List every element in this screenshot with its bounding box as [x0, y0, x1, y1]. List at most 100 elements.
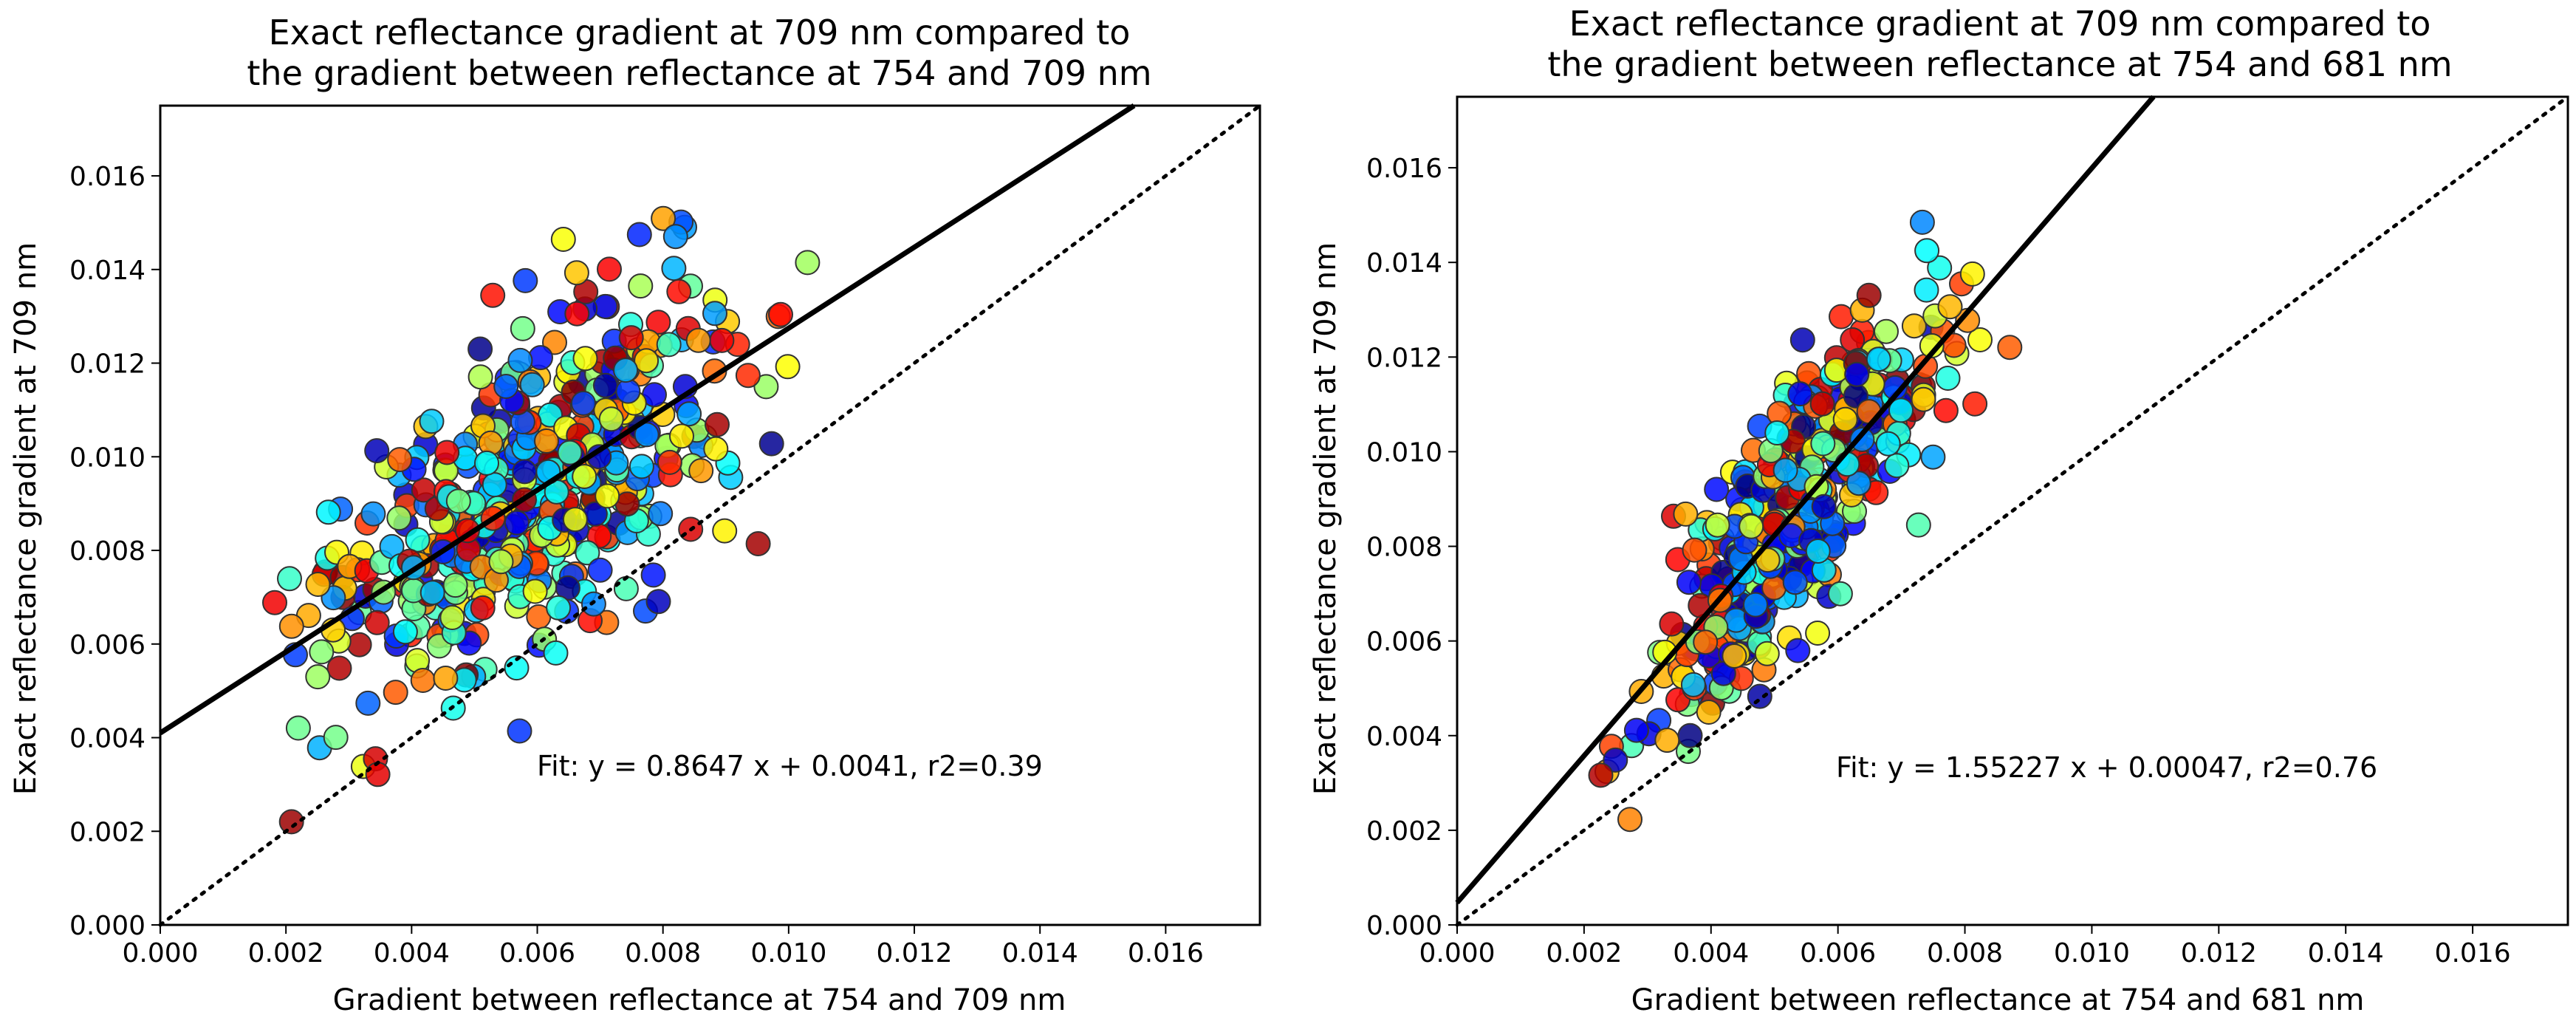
data-point: [661, 256, 687, 281]
data-point: [1967, 327, 1993, 352]
data-point: [1676, 570, 1702, 595]
data-point: [626, 222, 652, 247]
data-point: [656, 332, 682, 358]
data-point: [1772, 457, 1798, 483]
chart-left-reference-line: [158, 103, 1262, 927]
chart-right-y-tick-label: 0.012: [1366, 343, 1442, 373]
chart-left-points: [262, 205, 821, 835]
data-point: [346, 632, 372, 657]
data-point: [1743, 592, 1768, 618]
data-point: [613, 358, 639, 383]
data-point: [570, 390, 596, 416]
data-point: [507, 718, 532, 744]
data-point: [1874, 318, 1899, 344]
data-point: [513, 267, 538, 293]
chart-left-y-tick-label: 0.014: [69, 256, 145, 286]
data-point: [1937, 294, 1963, 320]
data-point: [1696, 700, 1722, 725]
chart-left-title-line-2: the gradient between reflectance at 754 …: [247, 53, 1151, 93]
data-point: [278, 613, 304, 639]
chart-left-x-tick-label: 0.016: [1128, 938, 1204, 969]
data-point: [482, 472, 507, 498]
data-point: [1764, 420, 1790, 445]
chart-right-y-tick-label: 0.000: [1366, 911, 1442, 941]
data-point: [1866, 346, 1891, 372]
chart-right-y-tick-label: 0.004: [1366, 722, 1442, 752]
chart-right-y-tick-label: 0.002: [1366, 816, 1442, 847]
data-point: [597, 256, 622, 282]
chart-left-y-tick-label: 0.000: [69, 911, 145, 941]
data-point: [323, 725, 349, 751]
data-point: [1846, 471, 1871, 496]
data-point: [277, 566, 302, 592]
data-point: [355, 690, 381, 716]
data-point: [705, 411, 730, 437]
data-point: [360, 501, 386, 527]
data-point: [386, 505, 412, 531]
data-point: [564, 260, 589, 286]
data-point: [640, 562, 666, 588]
data-point: [1693, 629, 1719, 655]
data-point: [1920, 444, 1946, 470]
data-point: [618, 325, 644, 351]
data-point: [278, 809, 304, 835]
chart-right-reference-line: [1455, 95, 2570, 927]
data-point: [1810, 431, 1836, 457]
data-point: [1673, 501, 1699, 527]
data-point: [1704, 476, 1730, 502]
data-point: [1849, 427, 1875, 452]
data-point: [1914, 238, 1940, 264]
data-point: [364, 609, 390, 635]
data-point: [685, 327, 711, 353]
chart-right-x-tick-label: 0.016: [2435, 938, 2511, 969]
chart-right-x-tick-label: 0.004: [1673, 938, 1749, 969]
chart-left-x-tick-label: 0.004: [374, 938, 450, 969]
data-point: [1927, 255, 1953, 281]
data-point: [709, 327, 735, 353]
chart-left-x-tick-label: 0.014: [1002, 938, 1078, 969]
chart-left-x-ticks: 0.000 0.002 0.004 0.006 0.008 0.010 0.012 0.014…: [122, 925, 1204, 969]
data-point: [488, 549, 514, 575]
chart-left-title-line-1: Exact reflectance gradient at 709 nm com…: [269, 13, 1131, 52]
data-point: [546, 595, 572, 621]
data-point: [285, 715, 311, 741]
chart-right-points: [1588, 209, 2023, 833]
data-point: [543, 640, 569, 666]
data-point: [512, 459, 538, 485]
chart-left-x-tick-label: 0.000: [122, 938, 198, 969]
data-point: [474, 450, 499, 476]
data-point: [1919, 333, 1945, 358]
data-point: [387, 447, 413, 473]
data-point: [768, 301, 793, 327]
data-point: [1959, 261, 1985, 287]
data-point: [1654, 728, 1680, 753]
chart-right-y-ticks: 0.000 0.002 0.004 0.006 0.008 0.010 0.012 0.014…: [1366, 154, 1457, 941]
chart-left-x-tick-label: 0.002: [248, 938, 324, 969]
data-point: [364, 438, 390, 464]
chart-right-x-ticks: 0.000 0.002 0.004 0.006 0.008 0.010 0.012 0.014…: [1419, 925, 2511, 969]
chart-right-fit-label: Fit: y = 1.55227 x + 0.00047, r2=0.76: [1836, 751, 2377, 784]
data-point: [470, 595, 496, 621]
data-point: [480, 282, 506, 308]
data-point: [1888, 397, 1914, 423]
data-point: [305, 664, 331, 690]
chart-right-y-tick-label: 0.016: [1366, 154, 1442, 184]
chart-left-y-tick-label: 0.002: [69, 817, 145, 847]
chart-right-title-line-2: the gradient between reflectance at 754 …: [1547, 44, 2452, 84]
data-point: [1617, 807, 1642, 833]
data-point: [595, 483, 620, 509]
chart-left-plot-frame: [159, 104, 1261, 926]
chart-right-x-tick-label: 0.008: [1927, 938, 2003, 969]
chart-left-x-tick-label: 0.010: [750, 938, 826, 969]
chart-right-y-tick-label: 0.008: [1366, 533, 1442, 563]
data-point: [1856, 282, 1882, 308]
data-point: [1747, 683, 1772, 709]
chart-right-title-line-1: Exact reflectance gradient at 709 nm com…: [1569, 4, 2431, 44]
data-point: [1832, 406, 1858, 432]
data-point: [703, 436, 729, 462]
chart-left-y-axis-label: Exact reflectance gradient at 709 nm: [9, 242, 43, 795]
data-point: [522, 578, 548, 604]
chart-left-y-tick-label: 0.010: [69, 443, 145, 473]
chart-right-y-tick-label: 0.006: [1366, 627, 1442, 657]
chart-left-y-ticks: 0.000 0.002 0.004 0.006 0.008 0.010 0.012 0.014…: [69, 162, 160, 941]
